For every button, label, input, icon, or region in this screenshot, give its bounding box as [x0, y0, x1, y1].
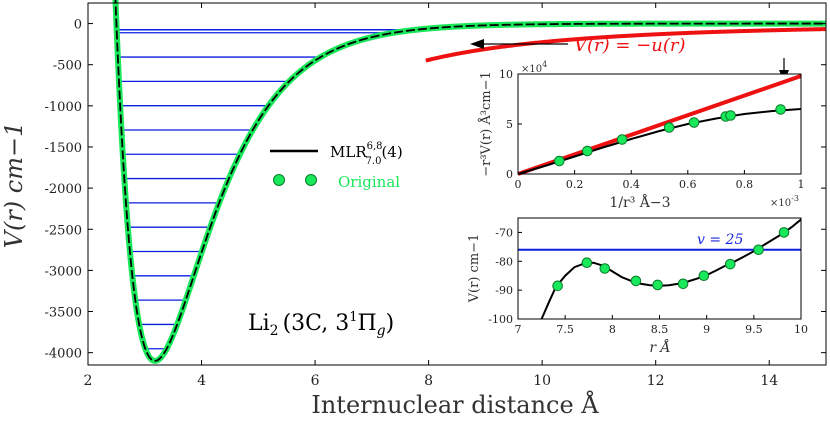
inset-bottom-x-label: r Å	[649, 338, 670, 356]
inset-top-x-label: 1/r³ Å−3	[609, 193, 670, 211]
main-x-tick-label: 8	[424, 373, 433, 389]
inset-bottom-x-tick-label: 10	[794, 323, 808, 336]
inset-bottom-original-point	[652, 279, 663, 291]
inset-top-original-point	[616, 134, 628, 145]
inset-top-y-tick-label: 0	[506, 168, 513, 181]
inset-bottom-y-label: V(r) cm−1	[467, 234, 482, 304]
inset-bottom-y-tick-label: -90	[495, 284, 513, 297]
inset-bottom-x-tick-label: 8	[609, 323, 616, 336]
inset-top-original-point	[554, 155, 565, 167]
inset-top-original-point	[663, 122, 675, 133]
inset-bottom-original-point	[552, 280, 563, 292]
inset-bottom-x-tick-label: 8.5	[651, 323, 669, 336]
inset-top-x-tick-label: 0.4	[622, 178, 640, 191]
inset-bottom-frame	[517, 217, 802, 320]
main-y-tick-label: -4000	[45, 347, 82, 362]
main-y-tick-label: -1000	[45, 100, 82, 115]
inset-bottom-x-tick-label: 9.5	[745, 323, 763, 336]
inset-bottom-original-point	[599, 263, 611, 274]
inset-bottom-series	[518, 218, 802, 320]
main-y-tick-label: -1500	[45, 141, 82, 156]
inset-top-y-tick-label: 5	[506, 118, 513, 131]
inset-top-long-range-line	[517, 74, 802, 176]
main-curves	[112, 0, 829, 364]
inset-top-x-tick-label: 0	[515, 178, 522, 191]
inset-top-original-point	[582, 145, 593, 157]
main-x-tick-label: 2	[84, 373, 93, 389]
inset-bottom-original-point	[778, 227, 790, 238]
arrow-to-main-curve-head	[470, 39, 484, 49]
legend-original-marker-1	[273, 174, 285, 186]
inset-bottom: 7 7.5 8 8.5 9 9.5 10 -70 -80 -90 -100 r Å V(r) cm−…	[467, 217, 808, 356]
main-x-tick-label: 10	[533, 373, 551, 389]
main-y-tick-label: -500	[53, 59, 82, 74]
long-range-curve	[425, 27, 826, 63]
main-y-ticks: 0-500-1000-1500-2000-2500-3000-3500-4000	[45, 18, 826, 362]
main-y-tick-label: -3500	[45, 306, 82, 321]
inset-top-y-multiplier: ×104	[521, 60, 547, 75]
inset-top-series	[517, 74, 802, 176]
inset-top-x-multiplier: ×10-3	[770, 194, 799, 209]
inset-bottom-original-point	[677, 278, 689, 290]
mlr-potential-curve	[114, 0, 826, 362]
main-y-tick-label: -2000	[45, 182, 82, 197]
inset-bottom-level-label: v = 25	[697, 232, 743, 248]
legend-original-marker-2	[305, 174, 317, 186]
main-x-ticks: 2 4 6 8 10 12 14	[84, 3, 778, 389]
inset-top-original-point	[688, 117, 700, 128]
main-y-tick-label: 0	[74, 18, 82, 33]
main-x-tick-label: 4	[197, 373, 206, 389]
inset-bottom-x-tick-label: 7.5	[556, 323, 574, 336]
inset-bottom-original-point	[581, 257, 593, 269]
inset-top-y-label: −r³V(r) Å³cm−1	[478, 71, 494, 177]
main-y-tick-label: -3000	[45, 264, 82, 279]
main-y-axis-label: V(r) cm−1	[0, 122, 28, 249]
inset-top-original-point	[775, 104, 786, 115]
inset-bottom-original-point	[753, 244, 764, 256]
long-range-label: V(r) = −u(r)	[574, 35, 686, 56]
inset-top-x-tick-label: 0.6	[679, 178, 697, 191]
legend-mlr-label: MLR6,8 7.0(4)	[330, 141, 403, 167]
inset-bottom-y-tick-label: -100	[488, 313, 513, 326]
inset-bottom-y-tick-label: -70	[495, 226, 513, 239]
legend-original-label: Original	[338, 173, 400, 191]
inset-top-mlr-line	[517, 108, 802, 175]
molecule-state-label: Li2 (3C, 31Πg)	[248, 310, 394, 339]
inset-top-x-tick-label: 0.8	[736, 178, 754, 191]
inset-top-x-tick-label: 0.2	[566, 178, 584, 191]
inset-bottom-original-point	[698, 270, 710, 282]
inset-top-original-point	[725, 110, 736, 121]
inset-top-x-tick-label: 1	[798, 178, 805, 191]
inset-bottom-ticks: 7 7.5 8 8.5 9 9.5 10 -70 -80 -90 -100	[488, 226, 808, 336]
main-y-tick-label: -2500	[45, 223, 82, 238]
inset-bottom-x-tick-label: 7	[515, 323, 522, 336]
inset-top-y-tick-label: 10	[499, 68, 513, 81]
main-x-tick-label: 6	[311, 373, 320, 389]
inset-bottom-y-tick-label: -80	[495, 255, 513, 268]
main-x-tick-label: 12	[647, 373, 665, 389]
main-x-axis-label: Internuclear distance Å	[311, 390, 599, 419]
inset-bottom-original-point	[724, 258, 736, 270]
inset-bottom-x-tick-label: 9	[703, 323, 710, 336]
inset-bottom-original-point	[630, 275, 642, 287]
main-x-tick-label: 14	[760, 373, 778, 389]
main-legend: MLR6,8 7.0(4) Original	[270, 141, 403, 191]
